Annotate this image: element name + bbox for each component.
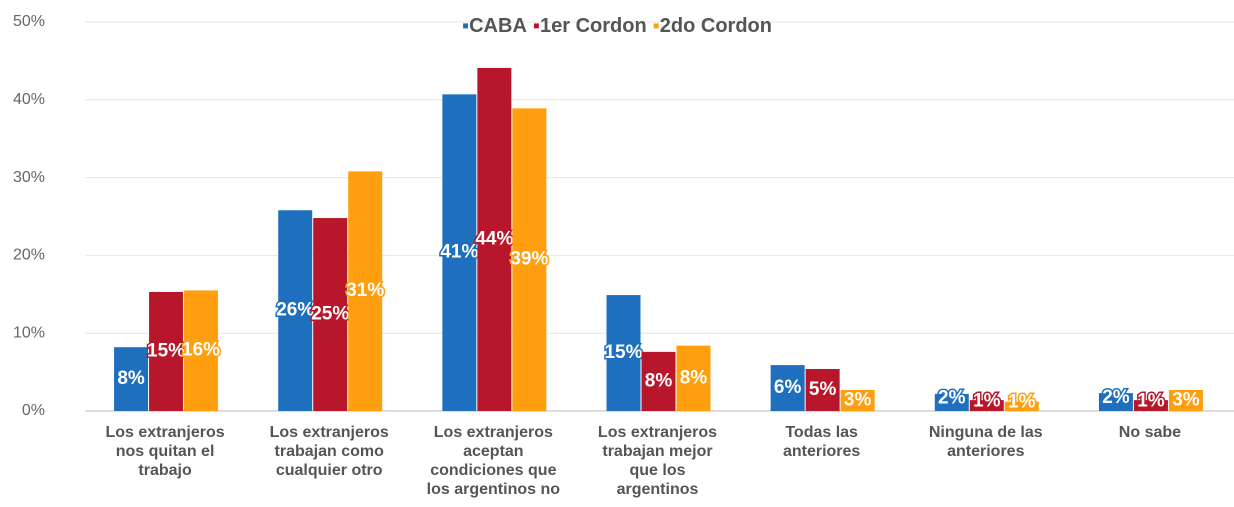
bar: [278, 210, 313, 411]
data-label: 8%: [680, 367, 708, 388]
bar: [184, 290, 219, 411]
x-tick-label: Los extranjeros trabajan como cualquier …: [269, 424, 389, 479]
data-label: 2%: [1102, 387, 1130, 408]
data-label: 25%: [311, 304, 349, 325]
data-label: 31%: [346, 280, 384, 301]
bar: [1168, 389, 1203, 411]
bar: [1133, 400, 1168, 411]
bar: [348, 171, 383, 411]
legend-label: CABA: [469, 15, 527, 37]
legend-marker: ▪: [653, 15, 660, 37]
legend-marker: ▪: [462, 15, 469, 37]
bar: [969, 400, 1004, 411]
data-label: 39%: [510, 249, 548, 270]
data-label: 26%: [276, 300, 314, 321]
data-label: 5%: [809, 379, 837, 400]
x-tick-label: No sabe: [1118, 424, 1182, 441]
data-label: 6%: [774, 377, 802, 398]
data-label: 41%: [440, 242, 478, 263]
legend-label: 2do Cordon: [660, 15, 772, 37]
y-tick-label: 20%: [13, 247, 45, 264]
bar: [477, 67, 512, 411]
legend-label: 1er Cordon: [540, 15, 647, 37]
data-label: 2%: [938, 387, 966, 408]
bar: [840, 389, 875, 411]
legend: ▪CABA ▪1er Cordon ▪2do Cordon: [462, 15, 772, 37]
data-label: 1%: [1137, 391, 1165, 412]
data-label: 1%: [973, 391, 1001, 412]
bar: [114, 347, 149, 411]
x-tick-label: Ninguna de las anteriores: [928, 424, 1043, 460]
y-tick-label: 10%: [13, 324, 45, 341]
x-tick-label: Los extranjeros trabajan mejor que los a…: [597, 424, 718, 498]
data-label: 3%: [844, 390, 872, 411]
bar: [805, 368, 840, 411]
data-label: 16%: [182, 340, 220, 361]
y-tick-label: 30%: [13, 169, 45, 186]
bar: [442, 94, 477, 411]
y-tick-label: 50%: [13, 13, 45, 30]
x-tick-label: Los extranjeros aceptan condiciones que …: [426, 424, 561, 498]
bar: [149, 291, 184, 411]
data-label: 8%: [117, 368, 145, 389]
bar: [606, 295, 641, 411]
x-tick-label: Los extranjeros nos quitan el trabajo: [105, 424, 225, 479]
x-tick-label: Todas las anteriores: [782, 424, 861, 460]
legend-marker: ▪: [533, 15, 540, 37]
bar: [641, 351, 676, 411]
bar: [934, 393, 969, 411]
y-tick-label: 0%: [22, 402, 45, 419]
bar: [676, 345, 711, 411]
data-label: 8%: [645, 370, 673, 391]
bar: [1098, 393, 1133, 411]
data-label: 1%: [1008, 391, 1036, 412]
data-label: 15%: [147, 340, 185, 361]
data-label: 44%: [475, 228, 513, 249]
data-label: 3%: [1172, 390, 1200, 411]
bar: [1004, 401, 1039, 411]
bar: [770, 365, 805, 411]
bar: [512, 108, 547, 411]
y-tick-label: 40%: [13, 91, 45, 108]
data-label: 15%: [604, 342, 642, 363]
bar: [313, 218, 348, 411]
